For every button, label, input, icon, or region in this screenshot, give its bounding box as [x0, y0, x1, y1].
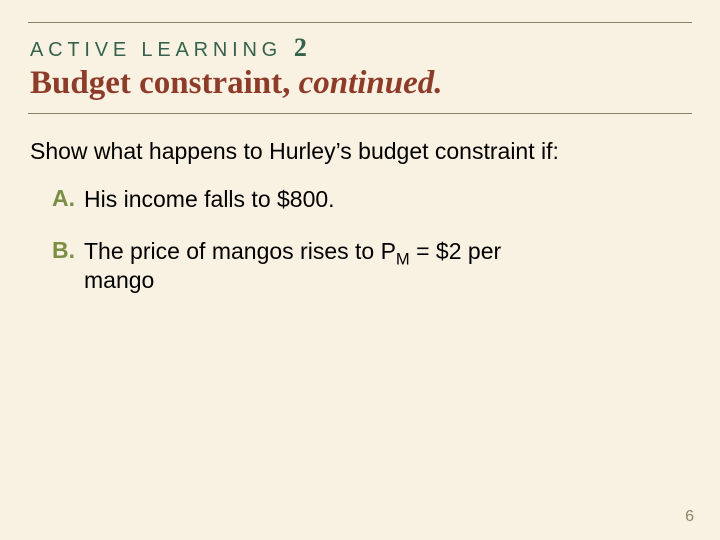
- title-continued: continued.: [290, 65, 442, 101]
- list-letter-a: A.: [52, 185, 84, 212]
- slide: ACTIVE LEARNING 2 Budget constraint, con…: [0, 0, 720, 540]
- page-number: 6: [685, 508, 694, 526]
- list-letter-b: B.: [52, 237, 84, 264]
- prompt-text: Show what happens to Hurley’s budget con…: [30, 138, 688, 165]
- eyebrow-label: ACTIVE LEARNING: [30, 39, 282, 61]
- list-item: B. The price of mangos rises to PM = $2 …: [52, 237, 572, 296]
- list-item: A. His income falls to $800.: [52, 185, 572, 214]
- title-main: Budget constraint,: [30, 65, 290, 101]
- list-text-a: His income falls to $800.: [84, 185, 335, 214]
- body-area: Show what happens to Hurley’s budget con…: [28, 132, 692, 295]
- list-text-b: The price of mangos rises to PM = $2 per…: [84, 237, 572, 296]
- slide-title: Budget constraint, continued.: [30, 65, 692, 101]
- eyebrow-number: 2: [294, 33, 308, 62]
- header-block: ACTIVE LEARNING 2 Budget constraint, con…: [28, 22, 692, 114]
- eyebrow-line: ACTIVE LEARNING 2: [30, 33, 692, 63]
